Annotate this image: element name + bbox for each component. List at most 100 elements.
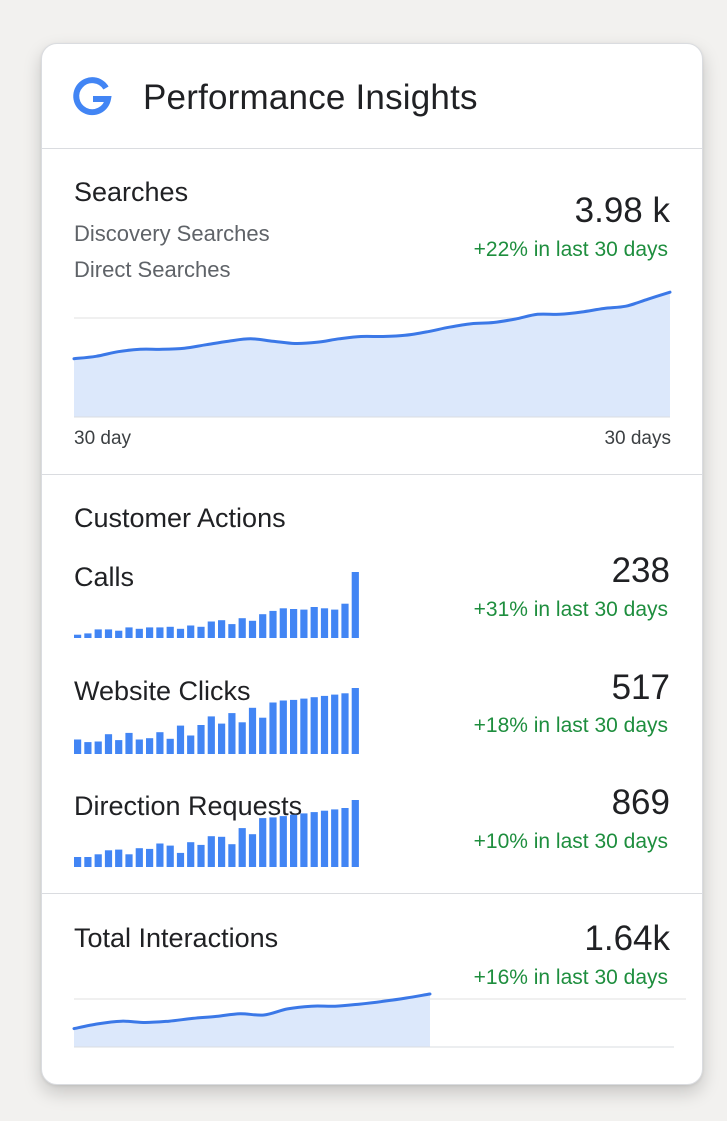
bar [228, 624, 236, 638]
direction-requests-value: 869 [611, 783, 670, 822]
bar [187, 842, 195, 867]
total-interactions-chart [72, 992, 686, 1048]
bar [207, 836, 215, 867]
website-clicks-bar-chart [74, 688, 359, 754]
total-interactions-title: Total Interactions [74, 923, 279, 953]
bar [74, 634, 82, 638]
bar [207, 716, 215, 754]
bar [228, 713, 236, 754]
page-title: Performance Insights [143, 78, 478, 117]
card-header: Performance Insights [42, 44, 702, 148]
bar [310, 697, 318, 754]
bar [104, 629, 113, 638]
total-interactions-trend: +16% in last 30 days [473, 966, 668, 989]
bar [320, 608, 329, 638]
bar [259, 614, 267, 638]
axis-start-label: 30 day [74, 428, 132, 449]
bar [351, 800, 359, 867]
axis-end-label: 30 days [604, 428, 671, 449]
website-clicks-trend: +18% in last 30 days [473, 714, 668, 737]
bar [104, 850, 113, 868]
direct-searches-label: Direct Searches [74, 257, 231, 282]
bar [248, 707, 257, 754]
searches-trend-chart [72, 290, 672, 418]
bar [290, 814, 298, 867]
bar [197, 844, 205, 867]
bar [341, 603, 349, 638]
bar [176, 852, 185, 867]
bar [115, 630, 123, 638]
bar [259, 818, 267, 867]
header-divider [42, 148, 702, 149]
bar [279, 816, 287, 867]
bar [259, 717, 267, 754]
direction-requests-bar-chart [74, 800, 359, 868]
bar [290, 699, 298, 754]
bar [166, 845, 174, 867]
bar [248, 620, 257, 638]
bar [300, 698, 308, 754]
bar [238, 618, 246, 638]
bar [176, 725, 185, 754]
bar [125, 854, 133, 867]
bar [290, 609, 298, 638]
bar [146, 627, 154, 638]
bar [197, 626, 205, 638]
bar [238, 828, 246, 867]
bar [351, 572, 359, 638]
total-interactions-line [72, 992, 432, 1031]
bar [320, 695, 329, 754]
calls-bar-chart [74, 572, 359, 638]
bar [84, 633, 92, 638]
bar [310, 812, 318, 867]
bar [125, 627, 133, 638]
calls-value: 238 [611, 551, 670, 590]
bar [218, 620, 226, 638]
bar [238, 722, 246, 754]
searches-trend: +22% in last 30 days [473, 238, 668, 261]
website-clicks-value: 517 [611, 668, 670, 707]
bar [156, 843, 164, 867]
customer-actions-title: Customer Actions [74, 503, 286, 533]
bar [331, 694, 339, 754]
bar [125, 732, 133, 754]
searches-area [74, 292, 670, 417]
searches-line [72, 290, 672, 361]
bar [135, 628, 143, 638]
bar [187, 625, 195, 638]
bar [156, 732, 164, 754]
searches-title: Searches [74, 177, 189, 207]
bar [351, 688, 359, 754]
bar [115, 849, 123, 867]
bar [320, 810, 329, 867]
bar [300, 609, 308, 638]
bar [166, 626, 174, 638]
direction-requests-trend: +10% in last 30 days [473, 830, 668, 853]
bar [94, 629, 102, 638]
bar [74, 857, 82, 867]
bar [74, 739, 82, 754]
bar [135, 848, 143, 867]
bar [84, 857, 92, 867]
bar [197, 725, 205, 754]
calls-label: Calls [74, 562, 135, 592]
actions-divider [42, 893, 702, 894]
bar [166, 738, 174, 754]
calls-trend: +31% in last 30 days [473, 598, 668, 621]
performance-insights-card: Performance Insights Searches Discovery … [41, 43, 703, 1085]
bar [310, 607, 318, 638]
searches-divider [42, 474, 702, 475]
bar [218, 723, 226, 754]
bar [341, 693, 349, 754]
bar [135, 739, 143, 754]
bar [228, 844, 236, 867]
searches-value: 3.98 k [574, 191, 670, 230]
bar [176, 628, 185, 638]
google-g-logo-icon [73, 77, 112, 116]
bar [94, 741, 102, 754]
bar [279, 700, 287, 754]
bar [300, 813, 308, 867]
bar [207, 621, 215, 638]
bar [218, 836, 226, 867]
bar [115, 740, 123, 754]
